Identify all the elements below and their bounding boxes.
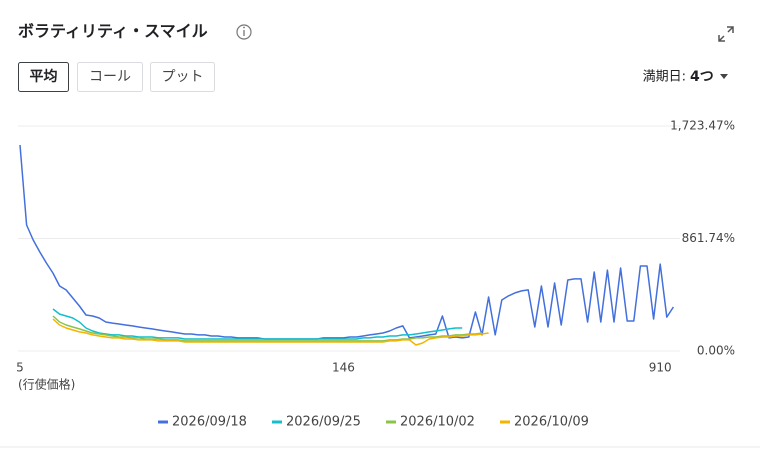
tab-label: プット (162, 69, 204, 85)
tab-call[interactable]: コール (77, 62, 143, 92)
legend-label: 2026/10/09 (514, 415, 589, 430)
tab-average[interactable]: 平均 (18, 62, 69, 92)
tab-label: コール (89, 69, 131, 85)
legend-label: 2026/10/02 (400, 415, 475, 430)
tab-put[interactable]: プット (150, 62, 215, 92)
expiry-label: 満期日: (643, 70, 686, 85)
x-axis-title: (行使価格) (18, 377, 75, 392)
info-icon[interactable] (236, 24, 252, 40)
expiry-select[interactable]: 満期日: 4つ (643, 69, 728, 85)
series-line (52, 318, 489, 346)
x-tick-label: 5 (16, 361, 24, 375)
series-line (52, 315, 483, 342)
chart-title: ボラティリティ・スマイル (18, 22, 208, 41)
x-tick-label: 910 (649, 361, 672, 375)
y-tick-label: 861.74% (682, 231, 735, 245)
series-line (19, 144, 675, 340)
series-line (52, 308, 463, 340)
legend-label: 2026/09/25 (286, 415, 361, 430)
y-tick-label: 0.00% (697, 344, 735, 358)
legend-label: 2026/09/18 (172, 415, 247, 430)
tab-label: 平均 (30, 68, 58, 85)
expand-icon[interactable] (718, 26, 734, 42)
x-tick-label: 146 (332, 361, 355, 375)
expiry-value: 4つ (690, 69, 714, 85)
y-tick-label: 1,723.47% (670, 119, 735, 133)
